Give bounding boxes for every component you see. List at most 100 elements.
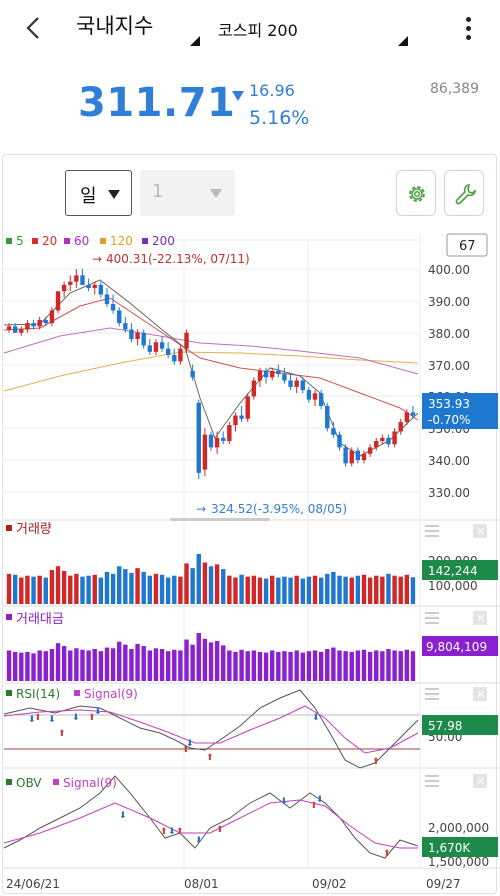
- ma-legend: 5 20 60 120 200: [6, 234, 175, 248]
- amount-bar: [98, 651, 104, 681]
- volume-bar: [86, 575, 91, 604]
- volume-bar: [410, 577, 416, 604]
- volume-bar: [294, 575, 299, 604]
- candle: [257, 367, 263, 387]
- dropdown-triangle-icon[interactable]: [398, 31, 408, 50]
- volume-bar: [233, 577, 238, 604]
- candle: [159, 335, 165, 352]
- amount-bar: [392, 650, 397, 681]
- volume-bar: [208, 566, 214, 604]
- count-box-label: 67: [459, 239, 476, 254]
- rsi-current-value: 57.98: [428, 719, 462, 733]
- x-label-3: 09/27: [426, 877, 461, 891]
- amount-current-tag: [422, 636, 498, 656]
- settings-button[interactable]: [396, 170, 436, 216]
- back-button[interactable]: [18, 12, 48, 44]
- price-axis-ticks: 400.00 390.00 380.00 370.00 360.00 350.0…: [428, 263, 470, 500]
- current-price-tag: [422, 393, 498, 429]
- amount-bar: [312, 650, 318, 681]
- volume-bar: [12, 574, 18, 604]
- candle: [92, 281, 97, 295]
- dropdown-triangle-icon[interactable]: [190, 31, 200, 50]
- volume-bar: [19, 577, 24, 604]
- amount-bar: [178, 650, 183, 681]
- obv-current-value: 1,670K: [428, 841, 471, 855]
- amount-menu-icon: [425, 612, 439, 624]
- svg-text:390.00: 390.00: [428, 295, 470, 309]
- amount-bar: [404, 649, 410, 681]
- stock-chart[interactable]: ⬇ ⬇ ⬆⬆ ⬇ ⬆ ⬇⬆ ⬇⬆ ⬇⬆ ⬇⬆ ⬇ ⬆ ⬇⬆ ⬇ ⬆ ⬇⬆ 5 20 60…: [0, 228, 500, 896]
- svg-text:⬆: ⬆: [58, 729, 66, 739]
- candle: [312, 390, 318, 406]
- x-label-1: 08/01: [184, 877, 219, 891]
- amount-bar: [74, 648, 79, 681]
- candle: [184, 329, 189, 352]
- candle: [178, 345, 183, 365]
- volume-bar: [312, 575, 318, 604]
- amount-bar: [147, 650, 153, 681]
- ma-legend-120: 120: [110, 234, 133, 248]
- scroll-handle[interactable]: [170, 518, 270, 521]
- volume-bar: [98, 577, 104, 604]
- volume-bar: [300, 578, 305, 604]
- amount-bars: [6, 633, 416, 681]
- svg-text:⬇: ⬇: [186, 739, 194, 749]
- amount-bar: [80, 649, 85, 681]
- volume-bar: [92, 574, 97, 604]
- svg-text:⬆: ⬆: [34, 713, 42, 723]
- candle: [208, 431, 214, 451]
- candle: [55, 291, 61, 314]
- amount-bar: [343, 651, 348, 681]
- amount-bar: [380, 651, 385, 681]
- count-select[interactable]: 1: [140, 170, 235, 216]
- volume-bar: [74, 573, 79, 604]
- amount-bar: [117, 641, 122, 681]
- volume-bars: [6, 554, 416, 604]
- amount-bar: [245, 651, 250, 681]
- volume-bar: [159, 574, 165, 604]
- ma-legend-60: 60: [74, 234, 89, 248]
- volume-bar: [227, 575, 232, 604]
- volume-bar: [349, 577, 354, 604]
- rsi-menu-icon: [425, 688, 439, 700]
- amount-bar: [325, 649, 330, 681]
- candle: [12, 323, 18, 333]
- volume-bar: [49, 570, 55, 604]
- volume-bar: [202, 562, 208, 604]
- volume-bar: [325, 573, 330, 604]
- dropdown-triangle-icon: [210, 189, 222, 198]
- amount-bar: [386, 649, 391, 681]
- svg-text:✕: ✕: [476, 612, 485, 625]
- ma-legend-20: 20: [42, 234, 57, 248]
- candle: [306, 386, 312, 403]
- low-arrow: →: [196, 502, 206, 516]
- count-box[interactable]: [446, 233, 488, 257]
- volume-bar: [68, 575, 73, 604]
- x-axis-labels: 24/06/21 08/01 09/02 09/27: [6, 877, 461, 891]
- candle: [282, 367, 287, 384]
- tools-button[interactable]: [444, 170, 484, 216]
- index-selector[interactable]: 코스피 200: [218, 21, 298, 40]
- volume-menu-icon: [425, 525, 439, 537]
- amount-bar: [184, 639, 189, 681]
- amount-bar: [165, 651, 171, 681]
- svg-text:⬇: ⬇: [316, 795, 324, 805]
- amount-bar: [31, 653, 36, 681]
- period-select[interactable]: 일: [65, 170, 132, 216]
- candle: [49, 307, 55, 327]
- down-triangle-icon: [232, 86, 244, 105]
- candle: [147, 339, 153, 356]
- panel-controls[interactable]: ✕ ✕ ✕ ✕: [425, 524, 487, 788]
- menu-dots-icon[interactable]: [456, 14, 480, 44]
- rsi-line: [3, 689, 419, 769]
- amount-bar: [300, 652, 305, 681]
- rsi-signal-arrows: ⬇ ⬇ ⬆⬆ ⬇ ⬆ ⬇⬆ ⬇⬆ ⬇⬆: [28, 707, 380, 767]
- obv-signal-arrows: ⬇⬆ ⬇ ⬆ ⬇⬆ ⬇ ⬆ ⬇⬆: [119, 795, 391, 859]
- svg-text:⬇: ⬇: [28, 715, 36, 725]
- volume-bar: [343, 576, 348, 604]
- current-price-tag-value: 353.93: [428, 397, 470, 411]
- amount-bar: [221, 645, 226, 681]
- amount-close-icon: ✕: [473, 611, 487, 625]
- svg-text:370.00: 370.00: [428, 359, 470, 373]
- volume-bar: [361, 574, 367, 604]
